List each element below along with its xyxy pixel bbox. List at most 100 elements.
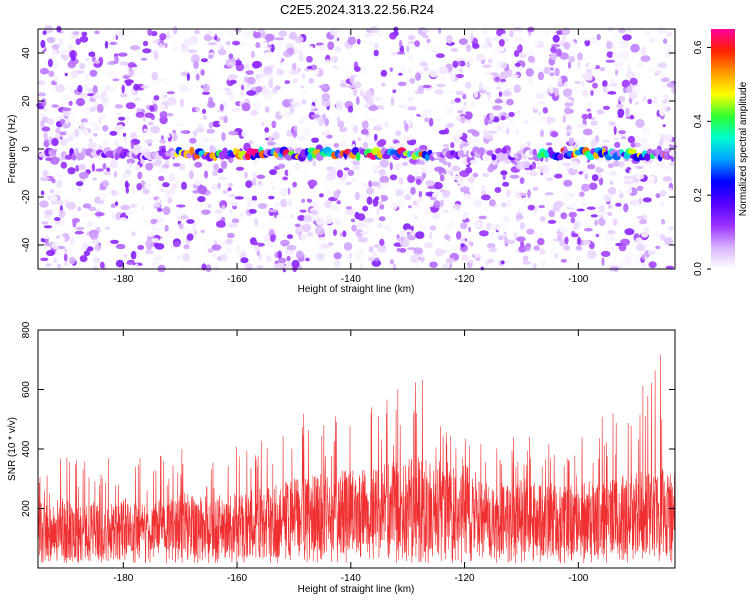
heatmap-cell xyxy=(211,170,219,177)
heatmap-cell xyxy=(246,90,257,96)
heatmap-cell xyxy=(305,257,310,262)
heatmap-cell xyxy=(207,41,218,46)
heatmap-cell xyxy=(77,84,83,93)
heatmap-cell xyxy=(223,125,228,130)
heatmap-cell xyxy=(356,38,361,45)
heatmap-cell xyxy=(585,100,593,107)
heatmap-cell xyxy=(647,98,653,105)
heatmap-cell xyxy=(52,210,58,214)
heatmap-cell xyxy=(439,174,445,182)
heatmap-cell xyxy=(292,181,297,188)
y-tick-label: 40 xyxy=(21,47,32,59)
heatmap-cell xyxy=(200,69,205,76)
heatmap-cell xyxy=(427,165,433,170)
heatmap-cell xyxy=(384,122,389,128)
heatmap-cell xyxy=(151,261,161,268)
heatmap-cell xyxy=(176,204,186,208)
heatmap-cell xyxy=(528,74,534,84)
heatmap-cell xyxy=(161,233,171,239)
heatmap-cell xyxy=(120,204,130,211)
heatmap-cell xyxy=(354,191,360,201)
heatmap-cell xyxy=(362,205,369,212)
heatmap-cell xyxy=(339,126,348,133)
heatmap-cell xyxy=(554,173,563,179)
heatmap-cell xyxy=(159,33,167,41)
heatmap-cell xyxy=(352,160,361,166)
heatmap-cell xyxy=(94,30,100,35)
heatmap-cell xyxy=(581,183,590,192)
heatmap-cell xyxy=(301,198,306,203)
heatmap-cell xyxy=(68,256,76,265)
heatmap-cell xyxy=(166,230,173,235)
heatmap-cell xyxy=(268,195,275,200)
heatmap-cell xyxy=(656,160,666,169)
heatmap-cell xyxy=(236,246,240,250)
heatmap-cell xyxy=(547,219,557,224)
heatmap-cell xyxy=(581,113,589,120)
heatmap-band-cell xyxy=(668,150,678,157)
heatmap-cell xyxy=(142,115,146,122)
heatmap-cell xyxy=(130,250,137,260)
heatmap-cell xyxy=(567,115,574,119)
heatmap-cell xyxy=(209,144,214,154)
heatmap-cell xyxy=(427,185,436,189)
heatmap-cell xyxy=(347,36,357,45)
heatmap-cell xyxy=(201,263,207,271)
heatmap-cell xyxy=(54,75,58,83)
heatmap-cell xyxy=(612,137,620,141)
heatmap-x-axis-label: Height of straight line (km) xyxy=(298,284,415,295)
heatmap-cell xyxy=(39,67,50,75)
heatmap-cell xyxy=(624,177,634,185)
heatmap-cell xyxy=(86,221,94,227)
heatmap-cell xyxy=(151,237,160,243)
heatmap-cell xyxy=(122,132,127,137)
heatmap-cell xyxy=(98,116,102,126)
heatmap-cell xyxy=(195,127,205,133)
heatmap-cell xyxy=(564,106,571,115)
heatmap-cell xyxy=(125,102,136,110)
heatmap-cell xyxy=(662,133,673,143)
heatmap-cell xyxy=(502,174,506,181)
heatmap-cell xyxy=(200,229,205,234)
heatmap-cell xyxy=(137,245,145,250)
heatmap-cell xyxy=(271,120,277,129)
heatmap-cell xyxy=(268,80,274,89)
heatmap-cell xyxy=(37,92,47,97)
heatmap-cell xyxy=(587,250,597,259)
heatmap-cell xyxy=(447,161,452,168)
heatmap-cell xyxy=(575,190,580,196)
heatmap-cell xyxy=(495,86,502,90)
heatmap-cell xyxy=(69,86,73,93)
heatmap-cell xyxy=(150,145,154,150)
heatmap-cell xyxy=(371,259,382,267)
heatmap-cell xyxy=(657,26,667,35)
heatmap-cell xyxy=(625,86,633,94)
heatmap-cell xyxy=(318,84,329,89)
heatmap-cell xyxy=(584,39,591,47)
heatmap-cell xyxy=(615,202,622,207)
heatmap-cell xyxy=(446,34,453,44)
heatmap-cell xyxy=(355,228,364,238)
heatmap-cell xyxy=(160,94,166,100)
heatmap-cell xyxy=(532,213,536,218)
heatmap-cell xyxy=(663,94,669,100)
heatmap-cell xyxy=(144,112,154,119)
x-tick-label: -140 xyxy=(341,573,361,584)
heatmap-cell xyxy=(409,254,420,264)
heatmap-cell xyxy=(666,31,673,37)
heatmap-cell xyxy=(635,134,644,141)
heatmap-cell xyxy=(91,163,96,172)
heatmap-cell xyxy=(555,200,564,208)
heatmap-cell xyxy=(210,30,216,38)
heatmap-cell xyxy=(576,208,585,212)
heatmap-cell xyxy=(527,189,531,199)
heatmap-cell xyxy=(425,180,436,187)
heatmap-cell xyxy=(443,169,453,175)
heatmap-cell xyxy=(662,99,669,104)
heatmap-cell xyxy=(252,240,258,246)
heatmap-cell xyxy=(212,120,222,128)
heatmap-cell xyxy=(535,162,539,167)
heatmap-cell xyxy=(207,54,214,59)
heatmap-cell xyxy=(95,168,104,172)
heatmap-cell xyxy=(389,174,398,181)
